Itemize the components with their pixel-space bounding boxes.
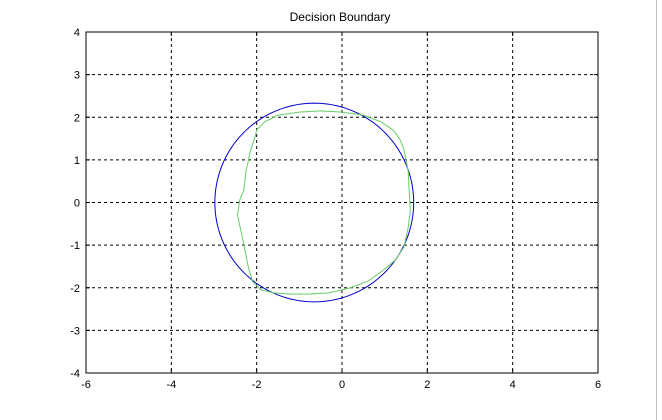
y-tick-label: -2 — [70, 283, 80, 295]
y-tick-label: 4 — [74, 27, 80, 39]
x-tick-label: 6 — [595, 379, 601, 391]
grid-lines — [86, 32, 598, 373]
circle-boundary-line — [214, 102, 415, 303]
x-tick-label: -4 — [166, 379, 176, 391]
plot-series — [214, 102, 415, 303]
x-tick-label: -6 — [81, 379, 91, 391]
window-edge — [656, 0, 662, 420]
x-tick-label: -2 — [252, 379, 262, 391]
plot-area-frame — [85, 31, 599, 374]
y-tick-label: -4 — [70, 368, 80, 380]
x-tick-label: 0 — [339, 379, 345, 391]
y-tick-label: -1 — [70, 240, 80, 252]
y-tick-label: 1 — [74, 155, 80, 167]
chart-title: Decision Boundary — [290, 10, 391, 24]
y-tick-label: -3 — [70, 325, 80, 337]
y-tick-label: 2 — [74, 112, 80, 124]
y-tick-label: 0 — [74, 198, 80, 210]
x-tick-label: 2 — [424, 379, 430, 391]
learned-boundary-line — [236, 110, 411, 295]
x-tick-label: 4 — [510, 379, 516, 391]
y-tick-label: 3 — [74, 70, 80, 82]
